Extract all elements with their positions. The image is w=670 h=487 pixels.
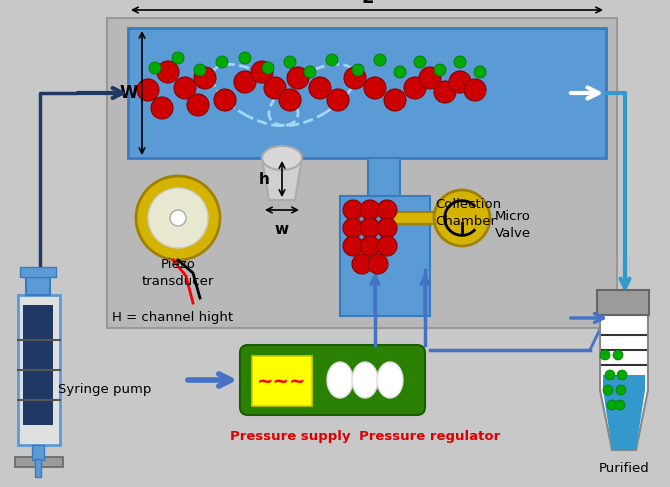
Bar (18, 295, 60, 445)
Circle shape (287, 67, 309, 89)
Bar (128, 28, 606, 158)
Circle shape (284, 56, 296, 68)
Text: ~~~: ~~~ (257, 372, 307, 391)
Circle shape (352, 64, 364, 76)
Circle shape (136, 176, 220, 260)
Circle shape (327, 89, 349, 111)
Circle shape (419, 67, 441, 89)
Text: Pressure supply: Pressure supply (230, 430, 350, 443)
Text: Pressure regulator: Pressure regulator (359, 430, 500, 443)
Circle shape (157, 61, 179, 83)
Circle shape (352, 254, 372, 274)
Circle shape (600, 350, 610, 360)
Circle shape (279, 89, 301, 111)
Circle shape (454, 56, 466, 68)
Text: H = channel hight: H = channel hight (112, 312, 233, 324)
Ellipse shape (377, 362, 403, 398)
Ellipse shape (327, 362, 353, 398)
Circle shape (360, 218, 380, 238)
Circle shape (194, 67, 216, 89)
Circle shape (449, 71, 471, 93)
Bar (393, 212, 434, 224)
Polygon shape (603, 375, 645, 450)
Ellipse shape (352, 362, 378, 398)
Circle shape (377, 218, 397, 238)
Circle shape (304, 66, 316, 78)
Circle shape (377, 200, 397, 220)
Circle shape (170, 210, 186, 226)
Circle shape (172, 52, 184, 64)
Circle shape (216, 56, 228, 68)
Circle shape (384, 89, 406, 111)
Ellipse shape (262, 146, 302, 170)
Bar (32, 445, 44, 460)
Circle shape (613, 350, 623, 360)
Bar (15, 457, 63, 467)
Circle shape (360, 236, 380, 256)
Bar (597, 290, 649, 315)
Bar (107, 18, 617, 328)
Circle shape (149, 62, 161, 74)
Circle shape (151, 97, 173, 119)
Circle shape (404, 77, 426, 99)
Circle shape (214, 89, 236, 111)
Circle shape (377, 236, 397, 256)
Circle shape (137, 79, 159, 101)
Polygon shape (600, 315, 648, 450)
Text: h: h (259, 171, 270, 187)
Bar (26, 273, 50, 295)
Circle shape (607, 400, 617, 410)
Bar (20, 267, 56, 277)
Circle shape (617, 370, 627, 380)
Circle shape (360, 200, 380, 220)
Circle shape (194, 64, 206, 76)
FancyBboxPatch shape (240, 345, 425, 415)
Circle shape (394, 66, 406, 78)
Circle shape (364, 77, 386, 99)
Circle shape (187, 94, 209, 116)
Circle shape (343, 218, 363, 238)
Circle shape (251, 61, 273, 83)
Circle shape (605, 370, 615, 380)
Circle shape (326, 54, 338, 66)
Text: Piezo
transducer: Piezo transducer (142, 258, 214, 288)
Circle shape (234, 71, 256, 93)
Circle shape (434, 64, 446, 76)
Circle shape (434, 81, 456, 103)
Circle shape (264, 77, 286, 99)
Circle shape (374, 54, 386, 66)
Polygon shape (262, 158, 302, 200)
Text: W: W (120, 84, 138, 102)
Bar (252, 356, 312, 406)
Text: w: w (275, 222, 289, 237)
Circle shape (474, 66, 486, 78)
Circle shape (239, 52, 251, 64)
Circle shape (174, 77, 196, 99)
Circle shape (148, 188, 208, 248)
Circle shape (368, 254, 388, 274)
Circle shape (434, 190, 490, 246)
Circle shape (616, 385, 626, 395)
Bar (35, 459, 41, 477)
Circle shape (615, 400, 625, 410)
Bar (368, 158, 400, 196)
Text: Purified: Purified (598, 462, 649, 475)
Circle shape (309, 77, 331, 99)
Circle shape (262, 62, 274, 74)
Text: Syringe pump: Syringe pump (58, 383, 151, 396)
Bar (340, 196, 430, 316)
Text: Collection
Chamber: Collection Chamber (435, 198, 501, 228)
Circle shape (343, 200, 363, 220)
Text: Micro
Valve: Micro Valve (495, 210, 531, 240)
Circle shape (414, 56, 426, 68)
Text: L: L (361, 0, 373, 7)
Circle shape (343, 236, 363, 256)
Circle shape (344, 67, 366, 89)
Circle shape (464, 79, 486, 101)
Bar (23, 305, 53, 425)
Circle shape (603, 385, 613, 395)
